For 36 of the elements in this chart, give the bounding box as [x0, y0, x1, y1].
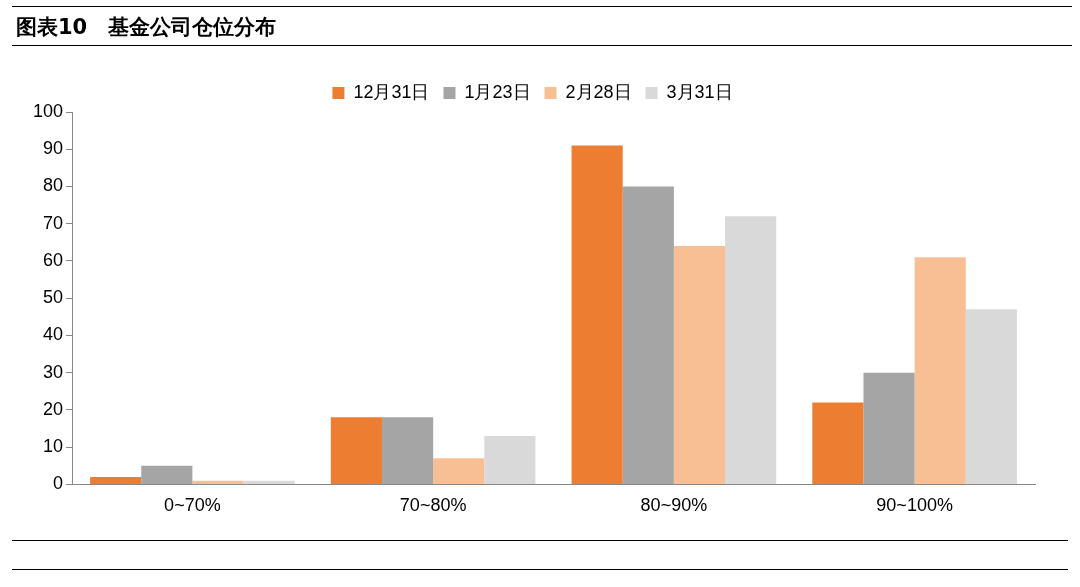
y-tick-label: 100 — [32, 100, 64, 121]
x-tick-label: 80~90% — [640, 495, 708, 516]
y-tick-label: 40 — [43, 324, 64, 345]
bar — [433, 458, 485, 484]
x-tick-label: 70~80% — [399, 495, 467, 516]
legend-label: 12月31日 — [353, 81, 430, 102]
y-tick-label: 20 — [43, 398, 64, 419]
y-tick-label: 50 — [43, 287, 64, 308]
bar — [571, 145, 623, 484]
bar — [914, 257, 966, 484]
bar — [90, 476, 142, 484]
bar — [484, 435, 536, 484]
bar — [330, 417, 382, 484]
legend-label: 1月23日 — [464, 81, 531, 102]
bar — [965, 309, 1017, 484]
y-tick-label: 0 — [53, 473, 64, 494]
y-tick-label: 90 — [43, 138, 64, 159]
chart-title: 图表10 基金公司仓位分布 — [12, 6, 1072, 46]
y-tick-label: 10 — [43, 436, 64, 457]
y-tick-label: 60 — [43, 249, 64, 270]
x-tick-label: 0~70% — [164, 495, 221, 516]
x-tick-label: 90~100% — [876, 495, 953, 516]
bar — [725, 216, 777, 484]
legend-label: 2月28日 — [565, 81, 632, 102]
bar — [243, 480, 295, 484]
bar — [622, 186, 674, 484]
bar — [812, 402, 864, 484]
bar — [141, 465, 193, 484]
y-tick-label: 80 — [43, 175, 64, 196]
y-tick-label: 30 — [43, 361, 64, 382]
bar — [673, 246, 726, 484]
bar — [381, 417, 434, 484]
legend-label: 3月31日 — [666, 81, 733, 102]
y-tick-label: 70 — [43, 212, 64, 233]
bar — [192, 480, 244, 484]
bar — [863, 372, 915, 484]
